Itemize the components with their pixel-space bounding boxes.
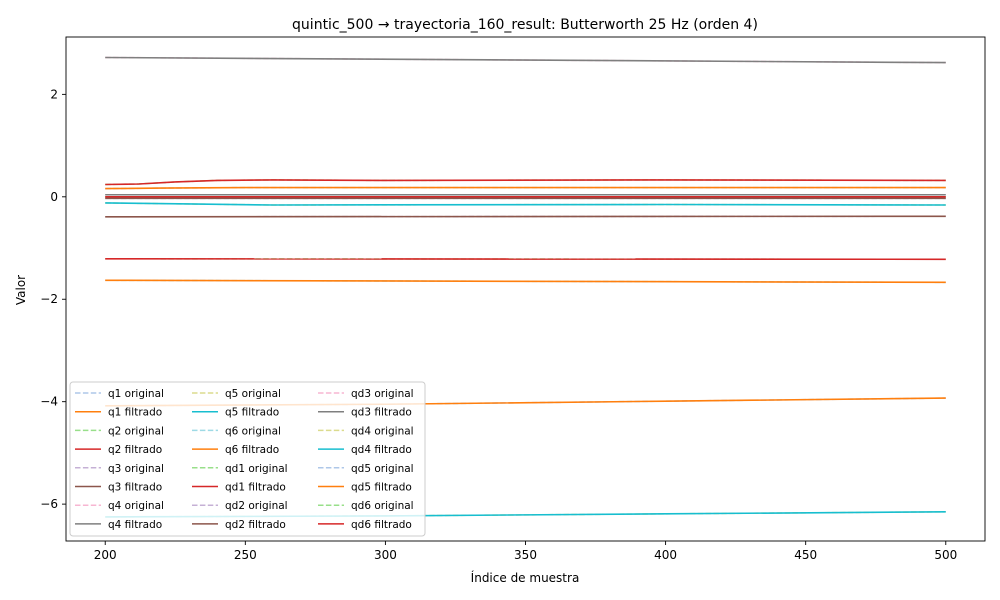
legend-label: qd2 original bbox=[225, 500, 288, 512]
legend-label: q5 original bbox=[225, 388, 281, 400]
y-tick-label: 0 bbox=[50, 190, 58, 204]
series-lines bbox=[105, 56, 946, 518]
y-tick-label: −4 bbox=[40, 395, 58, 409]
series-line-q2-filtrado bbox=[105, 257, 946, 261]
legend: q1 original q1 filtrado q2 original q2 filt… bbox=[69, 381, 426, 537]
x-tick-label: 250 bbox=[234, 548, 257, 562]
series-line-q3-filtrado bbox=[105, 215, 946, 218]
legend-label: qd1 original bbox=[225, 463, 288, 475]
legend-label: q6 original bbox=[225, 425, 281, 437]
legend-label: qd4 filtrado bbox=[351, 444, 412, 456]
legend-label: qd2 filtrado bbox=[225, 519, 286, 531]
x-tick-label: 400 bbox=[654, 548, 677, 562]
legend-label: qd5 original bbox=[351, 463, 414, 475]
x-tick-label: 300 bbox=[374, 548, 397, 562]
legend-label: q5 filtrado bbox=[225, 407, 279, 419]
legend-label: qd3 original bbox=[351, 388, 414, 400]
legend-label: q4 original bbox=[108, 500, 164, 512]
y-tick-label: −2 bbox=[40, 292, 58, 306]
series-line-qd5-filtrado bbox=[105, 186, 946, 190]
legend-label: q4 filtrado bbox=[108, 519, 162, 531]
legend-label: qd5 filtrado bbox=[351, 482, 412, 494]
x-tick-label: 500 bbox=[934, 548, 957, 562]
legend-frame bbox=[69, 381, 426, 537]
x-axis-label: Índice de muestra bbox=[471, 570, 580, 585]
legend-label: qd6 original bbox=[351, 500, 414, 512]
x-tick-label: 350 bbox=[514, 548, 537, 562]
legend-label: q1 filtrado bbox=[108, 407, 162, 419]
chart-title: quintic_500 → trayectoria_160_result: Bu… bbox=[292, 17, 758, 33]
x-tick-label: 200 bbox=[94, 548, 117, 562]
series-line-qd6-filtrado bbox=[105, 179, 946, 186]
legend-label: q6 filtrado bbox=[225, 444, 279, 456]
y-axis-label: Valor bbox=[14, 275, 28, 305]
legend-label: qd3 filtrado bbox=[351, 407, 412, 419]
legend-label: q2 original bbox=[108, 425, 164, 437]
x-tick-label: 450 bbox=[794, 548, 817, 562]
legend-label: q2 filtrado bbox=[108, 444, 162, 456]
y-tick-label: −6 bbox=[40, 497, 58, 511]
legend-label: q1 original bbox=[108, 388, 164, 400]
series-line-q6-filtrado bbox=[105, 279, 946, 284]
y-tick-label: 2 bbox=[50, 87, 58, 101]
series-line-q4-filtrado bbox=[105, 56, 946, 64]
legend-label: qd1 filtrado bbox=[225, 482, 286, 494]
legend-label: q3 filtrado bbox=[108, 482, 162, 494]
series-line-qd4-filtrado bbox=[105, 202, 946, 206]
legend-label: qd6 filtrado bbox=[351, 519, 412, 531]
axes: 200 250 300 350 400 450 500 −6 −4 −2 0 2 bbox=[40, 36, 986, 562]
legend-label: qd4 original bbox=[351, 425, 414, 437]
legend-label: q3 original bbox=[108, 463, 164, 475]
